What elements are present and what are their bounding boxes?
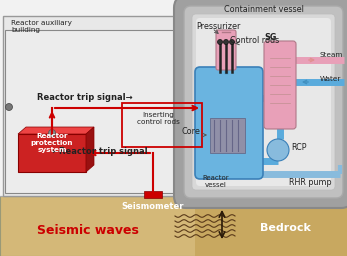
- FancyBboxPatch shape: [174, 0, 347, 208]
- Bar: [0, 196, 347, 256]
- Text: Core: Core: [181, 127, 200, 136]
- Text: Pressurizer: Pressurizer: [196, 22, 240, 31]
- FancyBboxPatch shape: [184, 6, 343, 198]
- Text: Containment vessel: Containment vessel: [224, 5, 304, 14]
- Text: Water: Water: [320, 76, 341, 82]
- Text: SG: SG: [265, 33, 277, 42]
- Text: ←Reactor trip signal: ←Reactor trip signal: [52, 147, 148, 156]
- Bar: [210, 118, 245, 153]
- Bar: [195, 200, 347, 256]
- Bar: [18, 134, 86, 172]
- Bar: [5, 30, 190, 193]
- Text: Control rods: Control rods: [230, 36, 279, 45]
- Circle shape: [229, 39, 235, 45]
- FancyBboxPatch shape: [195, 67, 263, 179]
- Text: RHR pump: RHR pump: [289, 178, 331, 187]
- Text: Reactor auxiliary
building: Reactor auxiliary building: [11, 20, 72, 33]
- Circle shape: [218, 39, 222, 45]
- FancyBboxPatch shape: [196, 18, 331, 186]
- Text: Bedrock: Bedrock: [260, 223, 311, 233]
- Text: Reactor
vessel: Reactor vessel: [203, 175, 229, 188]
- Bar: [3, 16, 343, 196]
- Circle shape: [223, 39, 229, 45]
- FancyBboxPatch shape: [192, 14, 335, 190]
- Text: Reactor trip signal→: Reactor trip signal→: [37, 93, 133, 102]
- Bar: [144, 191, 162, 198]
- Text: Inserting
control rods: Inserting control rods: [137, 112, 179, 125]
- Circle shape: [49, 130, 56, 136]
- Bar: [122, 103, 202, 147]
- Polygon shape: [86, 127, 94, 172]
- Text: Seismic waves: Seismic waves: [37, 223, 139, 237]
- Polygon shape: [18, 127, 94, 134]
- FancyBboxPatch shape: [264, 41, 296, 129]
- Text: Steam: Steam: [320, 52, 344, 58]
- FancyBboxPatch shape: [216, 30, 236, 70]
- Circle shape: [267, 139, 289, 161]
- Text: RCP: RCP: [291, 144, 306, 153]
- Text: Seismometer: Seismometer: [122, 202, 184, 211]
- Circle shape: [6, 103, 12, 111]
- Text: Reactor
protection
system: Reactor protection system: [31, 133, 73, 153]
